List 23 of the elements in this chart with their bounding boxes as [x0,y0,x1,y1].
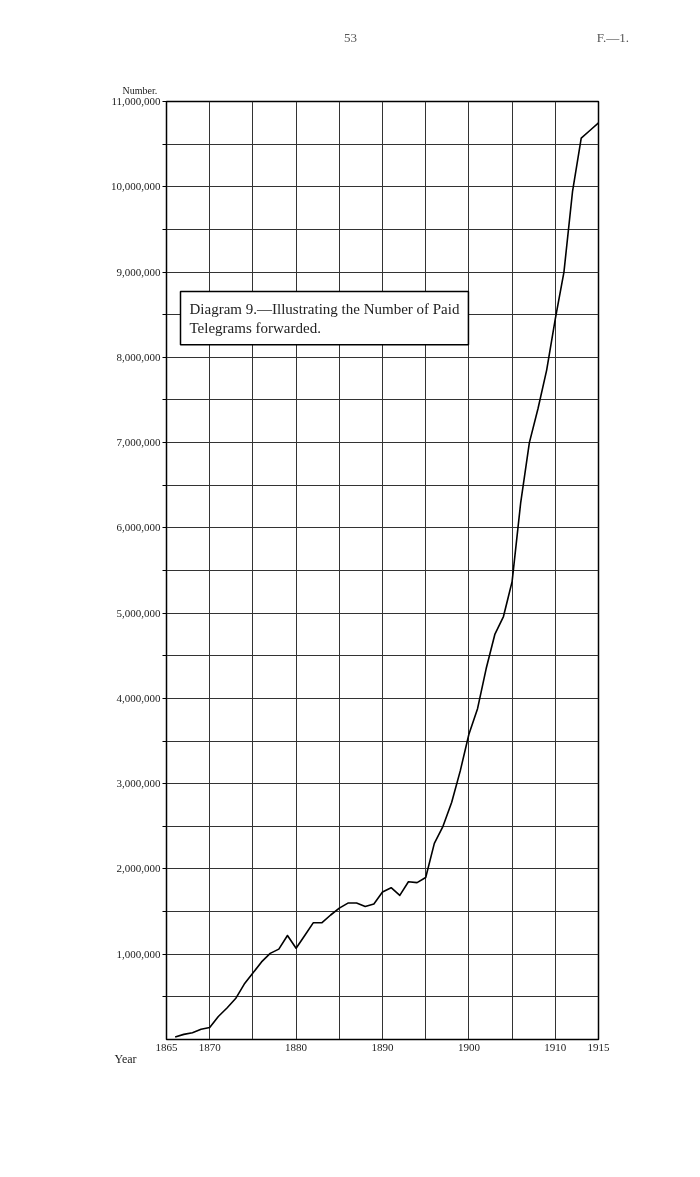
y-tick-label: 4,000,000 [116,691,161,704]
x-tick-label: 1915 [587,1040,610,1053]
y-tick-label: 11,000,000 [111,95,161,107]
text: F.—1. [596,29,629,47]
y-tick-label: 10,000,000 [111,180,161,193]
x-axis-title: Year [114,1051,137,1066]
y-tick-label: 7,000,000 [116,436,161,449]
x-tick-label: 1865 [155,1040,178,1053]
y-tick-label: 3,000,000 [116,777,161,790]
x-tick-label: 1890 [371,1040,394,1053]
x-tick-label: 1870 [198,1040,222,1053]
text: Diagram 9.—Illustrating the Number of Paid Telegrams forwarded. [189,300,460,336]
y-tick-label: 9,000,000 [116,265,161,278]
text: 53 [344,29,357,47]
y-tick-label: 6,000,000 [116,521,161,534]
y-axis-title: Number. [122,85,158,96]
y-tick-label: 5,000,000 [116,606,161,619]
x-tick-label: 1900 [457,1040,481,1053]
y-tick-label: 8,000,000 [116,350,161,363]
y-tick-label: 1,000,000 [116,947,161,960]
y-tick-label: 2,000,000 [116,862,161,875]
x-tick-label: 1880 [285,1040,308,1053]
x-tick-label: 1910 [544,1040,567,1053]
